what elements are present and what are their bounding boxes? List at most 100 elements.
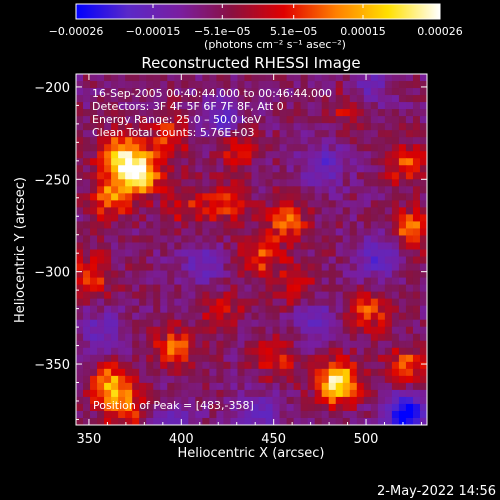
heatmap-cell	[300, 109, 309, 117]
heatmap-cell	[349, 298, 358, 307]
heatmap-cell	[104, 228, 112, 237]
heatmap-cell	[405, 347, 414, 356]
heatmap-cell	[307, 158, 316, 166]
heatmap-cell	[286, 102, 295, 110]
heatmap-cell	[328, 179, 337, 187]
heatmap-cell	[244, 361, 253, 370]
heatmap-cell	[412, 123, 421, 131]
heatmap-cell	[251, 158, 260, 166]
heatmap-cell	[405, 172, 414, 180]
heatmap-cell	[335, 256, 344, 265]
heatmap-cell	[300, 417, 309, 425]
heatmap-cell	[97, 221, 105, 230]
heatmap-cell	[293, 340, 302, 349]
heatmap-cell	[223, 347, 232, 356]
heatmap-cell	[216, 396, 225, 405]
heatmap-cell	[251, 263, 260, 272]
heatmap-cell	[391, 144, 400, 152]
heatmap-cell	[202, 256, 210, 265]
heatmap-cell	[293, 375, 302, 384]
heatmap-cell	[391, 340, 400, 349]
heatmap-cell	[286, 319, 295, 328]
heatmap-cell	[216, 235, 225, 244]
heatmap-cell	[300, 242, 309, 251]
heatmap-cell	[349, 277, 358, 286]
heatmap-cell	[160, 116, 168, 124]
heatmap-cell	[286, 249, 295, 258]
heatmap-cell	[349, 207, 358, 215]
heatmap-cell	[412, 200, 421, 208]
heatmap-cell	[83, 256, 91, 265]
heatmap-cell	[377, 410, 386, 419]
heatmap-cell	[244, 221, 253, 230]
heatmap-cell	[209, 319, 217, 328]
heatmap-cell	[427, 200, 435, 208]
heatmap-cell	[258, 228, 267, 237]
heatmap-cell	[167, 361, 175, 370]
heatmap-cell	[195, 165, 203, 173]
heatmap-cell	[328, 256, 337, 265]
heatmap-cell	[405, 410, 414, 419]
heatmap-cell	[279, 263, 288, 272]
heatmap-cell	[321, 249, 330, 258]
heatmap-cell	[167, 186, 175, 194]
heatmap-cell	[111, 277, 119, 286]
heatmap-cell	[286, 312, 295, 321]
heatmap-cell	[125, 340, 133, 349]
heatmap-cell	[139, 417, 147, 425]
heatmap-cell	[356, 396, 365, 405]
heatmap-cell	[272, 361, 281, 370]
heatmap-cell	[188, 389, 196, 398]
heatmap-cell	[202, 109, 210, 117]
heatmap-cell	[384, 298, 393, 307]
heatmap-cell	[83, 200, 91, 208]
heatmap-cell	[223, 144, 232, 152]
heatmap-cell	[237, 116, 246, 124]
heatmap-cell	[363, 172, 372, 180]
heatmap-cell	[209, 95, 217, 103]
heatmap-cell	[300, 186, 309, 194]
heatmap-cell	[300, 305, 309, 314]
heatmap-cell	[125, 417, 133, 425]
heatmap-cell	[336, 425, 344, 433]
heatmap-cell	[230, 81, 239, 89]
heatmap-cell	[356, 214, 365, 223]
heatmap-cell	[405, 235, 414, 244]
heatmap-cell	[230, 256, 239, 265]
heatmap-cell	[405, 179, 414, 187]
heatmap-cell	[167, 228, 175, 237]
heatmap-cell	[104, 277, 112, 286]
heatmap-cell	[279, 375, 288, 384]
heatmap-cell	[370, 361, 379, 370]
heatmap-cell	[188, 417, 196, 425]
heatmap-cell	[244, 305, 253, 314]
heatmap-cell	[90, 109, 98, 117]
heatmap-cell	[363, 130, 372, 138]
heatmap-cell	[76, 270, 84, 279]
heatmap-cell	[174, 88, 182, 96]
heatmap-cell	[377, 74, 386, 82]
heatmap-cell	[132, 305, 140, 314]
heatmap-cell	[384, 354, 393, 363]
heatmap-cell	[398, 256, 407, 265]
heatmap-cell	[314, 235, 323, 244]
heatmap-cell	[216, 410, 225, 419]
heatmap-cell	[286, 270, 295, 279]
heatmap-cell	[321, 382, 330, 391]
heatmap-cell	[202, 396, 210, 405]
heatmap-cell	[398, 354, 407, 363]
heatmap-cell	[90, 347, 98, 356]
heatmap-cell	[370, 347, 379, 356]
heatmap-cell	[90, 291, 98, 300]
heatmap-cell	[202, 81, 210, 89]
heatmap-cell	[118, 235, 126, 244]
heatmap-cell	[111, 172, 119, 180]
heatmap-cell	[370, 375, 379, 384]
heatmap-cell	[286, 151, 295, 159]
heatmap-cell	[412, 249, 421, 258]
heatmap-cell	[286, 298, 295, 307]
heatmap-cell	[160, 228, 168, 237]
heatmap-cell	[83, 109, 91, 117]
colorbar-ticks: −0.00026 −0.00015 −5.1e−05 5.1e−05 0.00015 0.…	[49, 4, 463, 38]
heatmap-cell	[342, 396, 351, 405]
